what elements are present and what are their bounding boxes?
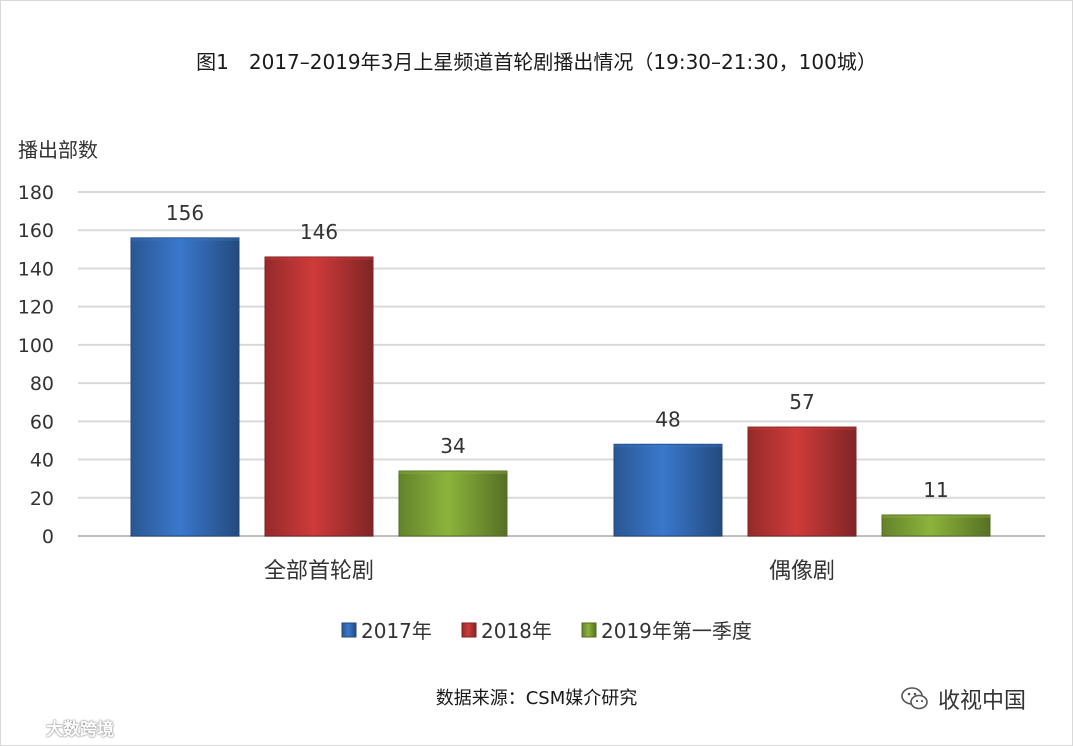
bar (881, 514, 991, 537)
y-tick-label: 0 (42, 526, 54, 548)
legend-label: 2019年第一季度 (601, 619, 752, 643)
bar-top-highlight (265, 256, 373, 260)
y-tick-label: 40 (30, 450, 54, 472)
bar (613, 443, 723, 537)
bar (264, 256, 374, 537)
y-tick-label: 60 (30, 411, 54, 433)
y-tick-label: 160 (18, 220, 54, 242)
data-label: 146 (300, 220, 338, 244)
bar (747, 426, 857, 537)
bar-top-highlight (399, 471, 507, 475)
y-tick-label: 20 (30, 488, 54, 510)
watermark-left-text: 大数跨境 (46, 719, 114, 740)
y-axis-label: 播出部数 (18, 138, 98, 162)
data-label: 57 (789, 390, 814, 414)
source-note: 数据来源：CSM媒介研究 (435, 688, 638, 709)
chart-title: 图1 2017–2019年3月上星频道首轮剧播出情况（19:30–21:30，1… (196, 50, 877, 74)
y-tick-label: 120 (18, 297, 54, 319)
legend-swatch (341, 622, 357, 638)
x-category-label: 全部首轮剧 (264, 559, 374, 584)
bar-top-highlight (882, 514, 990, 518)
bar-top-highlight (131, 237, 239, 241)
bar (398, 470, 508, 537)
data-label: 156 (166, 201, 204, 225)
data-label: 11 (923, 478, 948, 502)
bar-top-highlight (748, 427, 856, 431)
bar-top-highlight (614, 444, 722, 448)
wechat-icon (901, 687, 928, 710)
data-label: 48 (655, 407, 680, 431)
data-label: 34 (440, 434, 465, 458)
legend-swatch (461, 622, 477, 638)
legend-swatch (581, 622, 597, 638)
watermark-right-text: 收视中国 (938, 689, 1027, 714)
watermark-right: 收视中国 (900, 683, 1026, 715)
y-tick-label: 80 (30, 373, 54, 395)
y-tick-label: 180 (18, 182, 54, 204)
bar (130, 237, 240, 537)
legend-label: 2017年 (361, 619, 432, 643)
watermark-left: 大数跨境 (12, 712, 114, 742)
y-tick-label: 140 (18, 258, 54, 280)
y-tick-label: 100 (18, 335, 54, 357)
x-category-label: 偶像剧 (769, 559, 835, 584)
kuajing-logo-icon (12, 720, 40, 734)
legend-label: 2018年 (481, 619, 552, 643)
